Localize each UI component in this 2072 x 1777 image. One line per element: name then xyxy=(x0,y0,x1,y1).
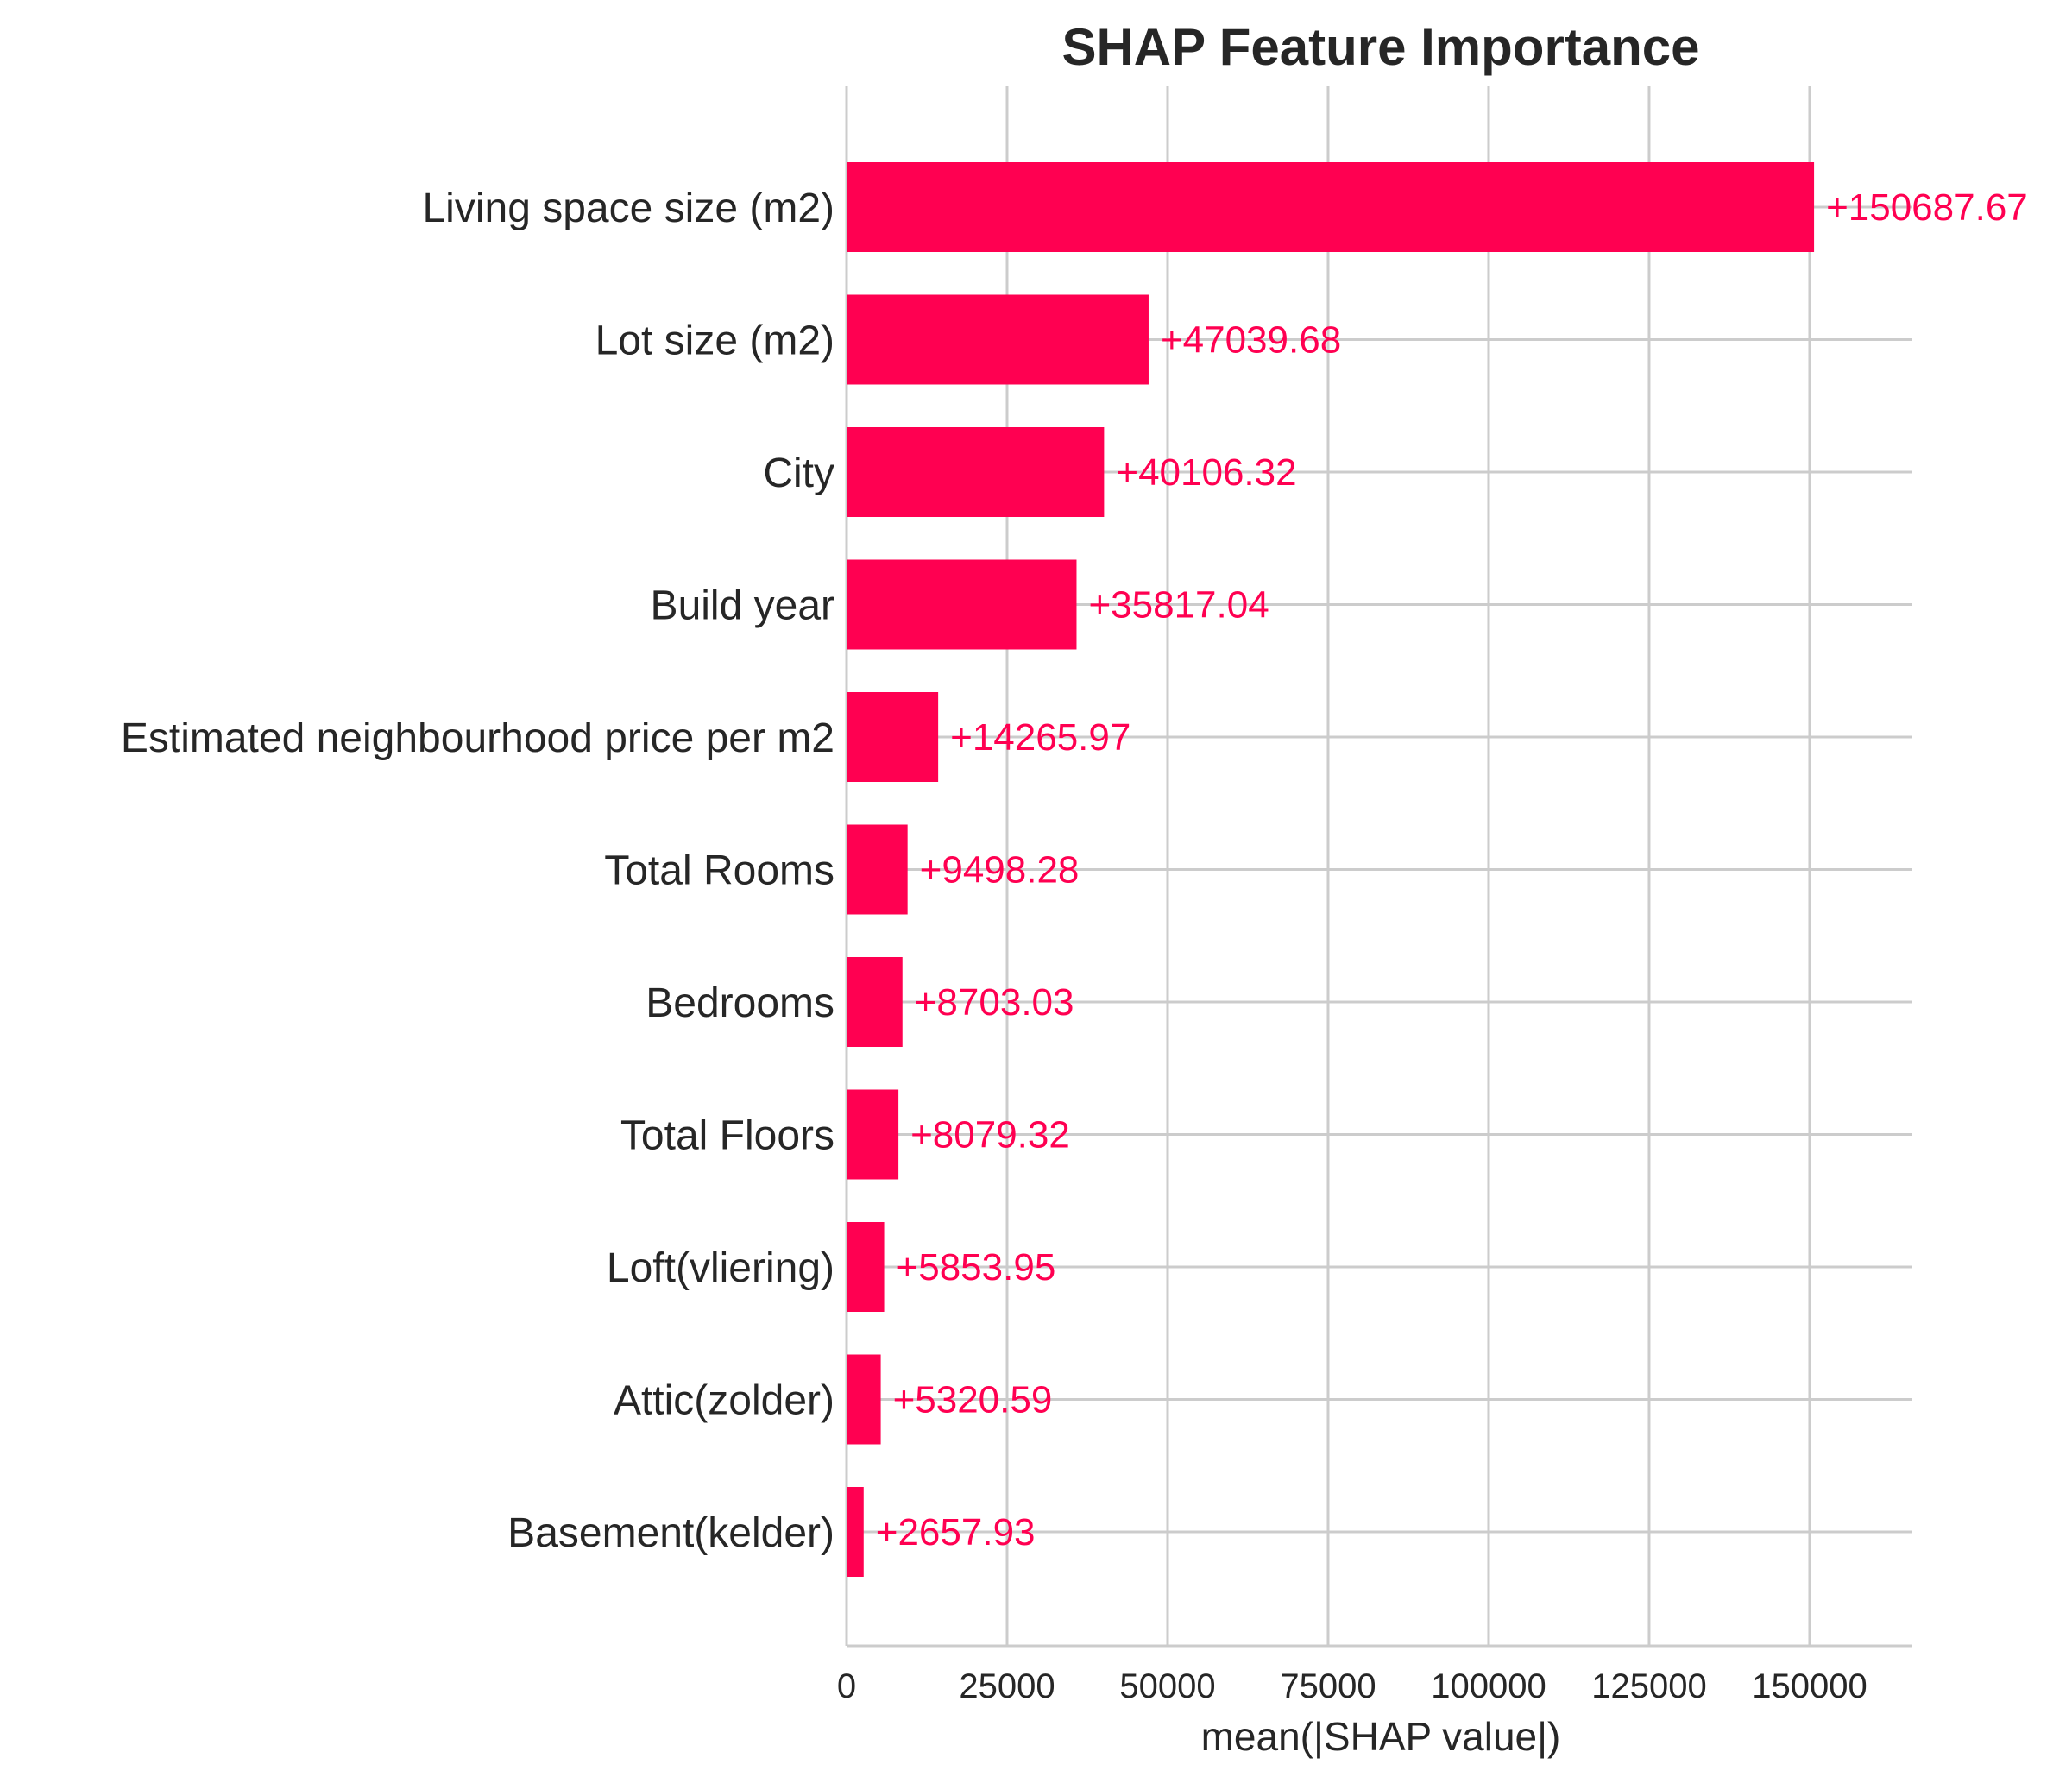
bar xyxy=(847,294,1149,385)
x-axis-label: mean(|SHAP value|) xyxy=(1201,1714,1561,1759)
bars-layer xyxy=(847,162,1815,1577)
category-label: Total Rooms xyxy=(604,848,834,894)
bar xyxy=(847,559,1077,650)
bar xyxy=(847,692,939,782)
bar xyxy=(847,1222,885,1312)
x-tick-label: 75000 xyxy=(1280,1667,1376,1705)
x-tick-label: 100000 xyxy=(1431,1667,1546,1705)
value-label: +2657.93 xyxy=(876,1511,1036,1553)
x-tick-label: 150000 xyxy=(1752,1667,1867,1705)
bar xyxy=(847,1487,864,1577)
category-label: Loft(vliering) xyxy=(607,1245,834,1291)
category-label: Estimated neighbourhood price per m2 xyxy=(121,715,834,761)
category-label: Build year xyxy=(651,583,834,629)
value-label: +150687.67 xyxy=(1826,186,2028,229)
value-label: +8079.32 xyxy=(910,1114,1070,1156)
x-tick-label: 125000 xyxy=(1591,1667,1706,1705)
bar xyxy=(847,824,908,915)
category-label: Living space size (m2) xyxy=(422,186,834,231)
value-label: +5320.59 xyxy=(893,1379,1053,1421)
bar xyxy=(847,957,903,1047)
chart-title: SHAP Feature Importance xyxy=(1061,18,1699,76)
bar xyxy=(847,1089,899,1180)
labels-layer: 0 25000 50000 75000 100000 125000 150000 Living… xyxy=(121,186,2028,1705)
value-label: +5853.95 xyxy=(897,1246,1056,1289)
category-label: Total Floors xyxy=(620,1113,834,1159)
value-label: +35817.04 xyxy=(1088,584,1269,627)
category-label: City xyxy=(763,451,834,496)
bar xyxy=(847,427,1105,517)
value-label: +47039.68 xyxy=(1161,319,1341,362)
category-label: Lot size (m2) xyxy=(595,318,834,364)
x-tick-label: 0 xyxy=(837,1667,856,1705)
category-label: Bedrooms xyxy=(646,980,834,1026)
value-label: +14265.97 xyxy=(950,716,1130,759)
value-label: +8703.03 xyxy=(915,981,1074,1024)
bar xyxy=(847,1354,881,1445)
value-label: +40106.32 xyxy=(1116,451,1296,494)
category-label: Basement(kelder) xyxy=(507,1510,834,1556)
x-tick-label: 50000 xyxy=(1119,1667,1215,1705)
x-tick-label: 25000 xyxy=(959,1667,1055,1705)
bar xyxy=(847,162,1815,252)
category-label: Attic(zolder) xyxy=(614,1378,834,1424)
value-label: +9498.28 xyxy=(920,849,1080,892)
